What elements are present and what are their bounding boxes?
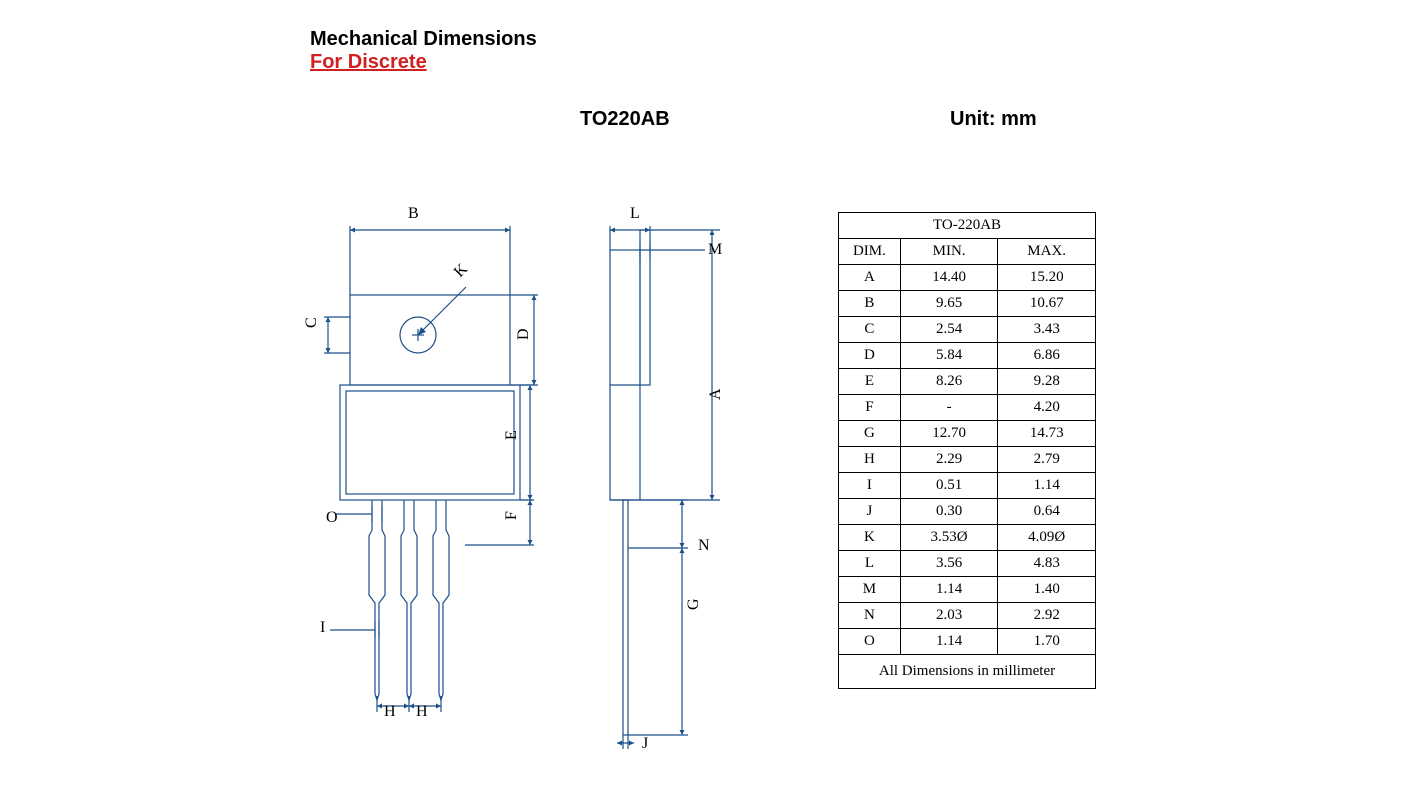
- dimension-table-wrap: TO-220ABDIM.MIN.MAX.A14.4015.20B9.6510.6…: [838, 212, 1096, 689]
- table-cell: N: [839, 603, 901, 629]
- table-row: L3.564.83: [839, 551, 1096, 577]
- table-cell: O: [839, 629, 901, 655]
- table-cell: 3.53Ø: [900, 525, 998, 551]
- table-cell: 3.43: [998, 317, 1096, 343]
- mechanical-diagram: B C D E F O I H H K L M A N G J: [300, 200, 780, 770]
- table-cell: 10.67: [998, 291, 1096, 317]
- table-row: N2.032.92: [839, 603, 1096, 629]
- dimension-table: TO-220ABDIM.MIN.MAX.A14.4015.20B9.6510.6…: [838, 212, 1096, 689]
- table-cell: 2.29: [900, 447, 998, 473]
- svg-text:O: O: [326, 509, 338, 526]
- svg-text:M: M: [708, 241, 722, 258]
- svg-text:B: B: [408, 205, 419, 222]
- unit-label: Unit: mm: [950, 108, 1037, 131]
- table-row: C2.543.43: [839, 317, 1096, 343]
- table-cell: 0.64: [998, 499, 1096, 525]
- table-cell: 15.20: [998, 265, 1096, 291]
- table-cell: 8.26: [900, 369, 998, 395]
- table-cell: 6.86: [998, 343, 1096, 369]
- table-cell: K: [839, 525, 901, 551]
- svg-text:C: C: [303, 317, 320, 328]
- table-cell: M: [839, 577, 901, 603]
- table-cell: 0.30: [900, 499, 998, 525]
- table-row: H2.292.79: [839, 447, 1096, 473]
- table-cell: E: [839, 369, 901, 395]
- table-cell: A: [839, 265, 901, 291]
- table-header: DIM.: [839, 239, 901, 265]
- table-row: G12.7014.73: [839, 421, 1096, 447]
- table-cell: 2.92: [998, 603, 1096, 629]
- table-cell: -: [900, 395, 998, 421]
- table-cell: 9.65: [900, 291, 998, 317]
- table-cell: 2.03: [900, 603, 998, 629]
- table-title: TO-220AB: [839, 213, 1096, 239]
- table-cell: B: [839, 291, 901, 317]
- table-cell: 12.70: [900, 421, 998, 447]
- svg-text:D: D: [515, 328, 532, 340]
- table-cell: 3.56: [900, 551, 998, 577]
- table-header: MIN.: [900, 239, 998, 265]
- table-cell: 4.20: [998, 395, 1096, 421]
- page-subtitle: For Discrete: [310, 51, 537, 74]
- svg-text:F: F: [503, 511, 520, 520]
- table-row: O1.141.70: [839, 629, 1096, 655]
- table-cell: 0.51: [900, 473, 998, 499]
- table-cell: I: [839, 473, 901, 499]
- table-footer: All Dimensions in millimeter: [839, 655, 1096, 689]
- svg-text:A: A: [707, 388, 724, 400]
- table-cell: 2.79: [998, 447, 1096, 473]
- table-cell: 9.28: [998, 369, 1096, 395]
- page: Mechanical Dimensions For Discrete TO220…: [0, 0, 1420, 798]
- table-cell: 14.40: [900, 265, 998, 291]
- page-title: Mechanical Dimensions: [310, 28, 537, 51]
- part-label: TO220AB: [580, 108, 670, 131]
- table-row: J0.300.64: [839, 499, 1096, 525]
- table-cell: 5.84: [900, 343, 998, 369]
- table-row: I0.511.14: [839, 473, 1096, 499]
- table-cell: L: [839, 551, 901, 577]
- svg-text:G: G: [685, 598, 702, 610]
- table-cell: 1.14: [998, 473, 1096, 499]
- table-cell: F: [839, 395, 901, 421]
- table-row: M1.141.40: [839, 577, 1096, 603]
- dimension-table-body: TO-220ABDIM.MIN.MAX.A14.4015.20B9.6510.6…: [839, 213, 1096, 689]
- table-row: K3.53Ø4.09Ø: [839, 525, 1096, 551]
- table-row: E8.269.28: [839, 369, 1096, 395]
- table-cell: 1.14: [900, 577, 998, 603]
- table-header: MAX.: [998, 239, 1096, 265]
- svg-text:N: N: [698, 537, 710, 554]
- table-cell: 1.70: [998, 629, 1096, 655]
- table-cell: 2.54: [900, 317, 998, 343]
- table-cell: D: [839, 343, 901, 369]
- svg-text:H: H: [416, 703, 428, 720]
- svg-text:J: J: [642, 735, 648, 752]
- table-cell: C: [839, 317, 901, 343]
- table-row: F-4.20: [839, 395, 1096, 421]
- table-cell: G: [839, 421, 901, 447]
- svg-text:I: I: [320, 619, 325, 636]
- table-row: B9.6510.67: [839, 291, 1096, 317]
- table-cell: 1.14: [900, 629, 998, 655]
- table-cell: H: [839, 447, 901, 473]
- table-cell: 1.40: [998, 577, 1096, 603]
- table-row: D5.846.86: [839, 343, 1096, 369]
- svg-text:K: K: [451, 260, 472, 281]
- svg-text:H: H: [384, 703, 396, 720]
- table-cell: 14.73: [998, 421, 1096, 447]
- svg-text:E: E: [503, 430, 520, 440]
- table-cell: J: [839, 499, 901, 525]
- table-row: A14.4015.20: [839, 265, 1096, 291]
- table-cell: 4.09Ø: [998, 525, 1096, 551]
- svg-text:L: L: [630, 205, 640, 222]
- table-cell: 4.83: [998, 551, 1096, 577]
- title-block: Mechanical Dimensions For Discrete: [310, 28, 537, 74]
